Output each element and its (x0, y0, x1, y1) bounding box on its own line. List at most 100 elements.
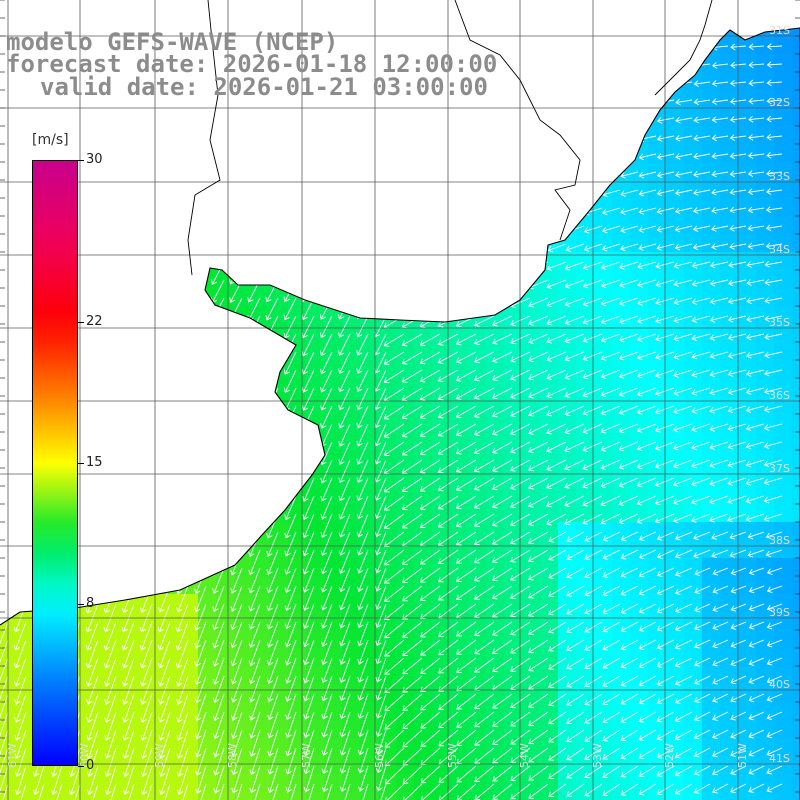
wind-speed-cell (342, 432, 361, 451)
wind-arrow (303, 639, 315, 666)
wind-arrow (402, 585, 423, 602)
wind-arrow (420, 729, 441, 747)
wind-speed-cell (540, 414, 559, 433)
wind-arrow (265, 297, 279, 321)
wind-arrow (711, 170, 729, 178)
wind-speed-cell (450, 594, 469, 613)
wind-arrow (402, 657, 423, 675)
coastline-path (0, 27, 800, 800)
wind-arrow (401, 369, 423, 383)
lon-label: 57W (300, 743, 313, 768)
wind-arrow (438, 783, 459, 800)
wind-arrow (548, 675, 567, 688)
wind-speed-cell (702, 252, 721, 271)
wind-arrow (636, 369, 657, 379)
wind-arrow (566, 675, 585, 688)
wind-arrow (656, 243, 675, 251)
wind-speed-cell (648, 540, 667, 559)
wind-speed-cell (360, 504, 379, 523)
wind-arrow (712, 747, 729, 758)
wind-arrow (764, 279, 783, 286)
wind-speed-cell (648, 234, 667, 253)
wind-speed-cell (594, 792, 613, 800)
wind-arrow (730, 621, 747, 630)
wind-arrow (638, 747, 657, 759)
wind-arrow (438, 765, 459, 783)
wind-speed-cell (450, 702, 469, 721)
wind-arrow (600, 513, 621, 525)
wind-arrow (231, 729, 243, 758)
wind-speed-cell (558, 648, 577, 667)
wind-speed-cell (738, 594, 757, 613)
wind-arrow (492, 729, 513, 745)
wind-speed-cell (378, 576, 397, 595)
wind-arrow (766, 79, 783, 87)
wind-speed-cell (468, 702, 487, 721)
wind-arrow (602, 693, 621, 706)
wind-speed-cell (792, 342, 800, 361)
wind-arrow (636, 459, 657, 470)
wind-arrow (230, 657, 243, 685)
wind-speed-cell (684, 540, 703, 559)
wind-arrow (638, 765, 657, 778)
wind-arrow (455, 351, 477, 364)
wind-arrow (384, 657, 405, 675)
wind-speed-cell (306, 360, 325, 379)
wind-speed-cell (666, 108, 685, 127)
wind-speed-cell (558, 414, 577, 433)
wind-speed-cell (198, 648, 217, 667)
wind-arrow (709, 477, 729, 487)
wind-speed-cell (342, 576, 361, 595)
wind-speed-cell (540, 288, 559, 307)
wind-arrow (602, 531, 621, 542)
wind-arrow (356, 567, 369, 592)
wind-speed-cell (558, 504, 577, 523)
wind-arrow (694, 711, 711, 722)
wind-arrow (356, 549, 369, 574)
wind-speed-cell (756, 432, 775, 451)
wind-speed-cell (378, 342, 397, 361)
wind-arrow (249, 747, 261, 776)
wind-arrow (600, 369, 621, 380)
wind-speed-cell (756, 774, 775, 793)
wind-arrow (104, 747, 117, 778)
wind-speed-cell (342, 360, 361, 379)
wind-arrow (528, 675, 549, 690)
wind-speed-cell (558, 558, 577, 577)
wind-arrow (636, 333, 657, 343)
wind-speed-cell (792, 108, 800, 127)
wind-arrow (284, 531, 297, 557)
wind-arrow (376, 783, 387, 800)
wind-arrow (321, 675, 333, 702)
wind-speed-cell (702, 648, 721, 667)
wind-arrow (320, 513, 333, 538)
wind-arrow (528, 603, 549, 617)
wind-arrow (383, 405, 405, 420)
wind-speed-cell (342, 774, 361, 793)
wind-arrow (601, 225, 621, 234)
wind-speed-cell (630, 702, 649, 721)
wind-speed-cell (144, 756, 163, 775)
wind-speed-cell (522, 414, 541, 433)
wind-arrow (691, 369, 711, 378)
colorbar-tick-mark (78, 160, 84, 161)
wind-arrow (194, 585, 207, 613)
wind-speed-cell (162, 774, 181, 793)
wind-speed-cell (666, 702, 685, 721)
wind-speed-cell (324, 684, 343, 703)
wind-arrow (491, 369, 513, 382)
wind-speed-cell (684, 468, 703, 487)
wind-arrow (528, 351, 549, 363)
wind-arrow (656, 657, 675, 668)
wind-speed-cell (630, 180, 649, 199)
wind-speed-cell (774, 576, 793, 595)
wind-speed-cell (180, 666, 199, 685)
wind-arrow (419, 567, 441, 583)
wind-speed-cell (306, 792, 325, 800)
wind-arrow (158, 765, 171, 796)
wind-speed-cell (630, 738, 649, 757)
wind-arrow (473, 423, 495, 436)
wind-arrow (730, 765, 747, 775)
wind-speed-cell (360, 666, 379, 685)
wind-speed-cell (792, 36, 800, 55)
